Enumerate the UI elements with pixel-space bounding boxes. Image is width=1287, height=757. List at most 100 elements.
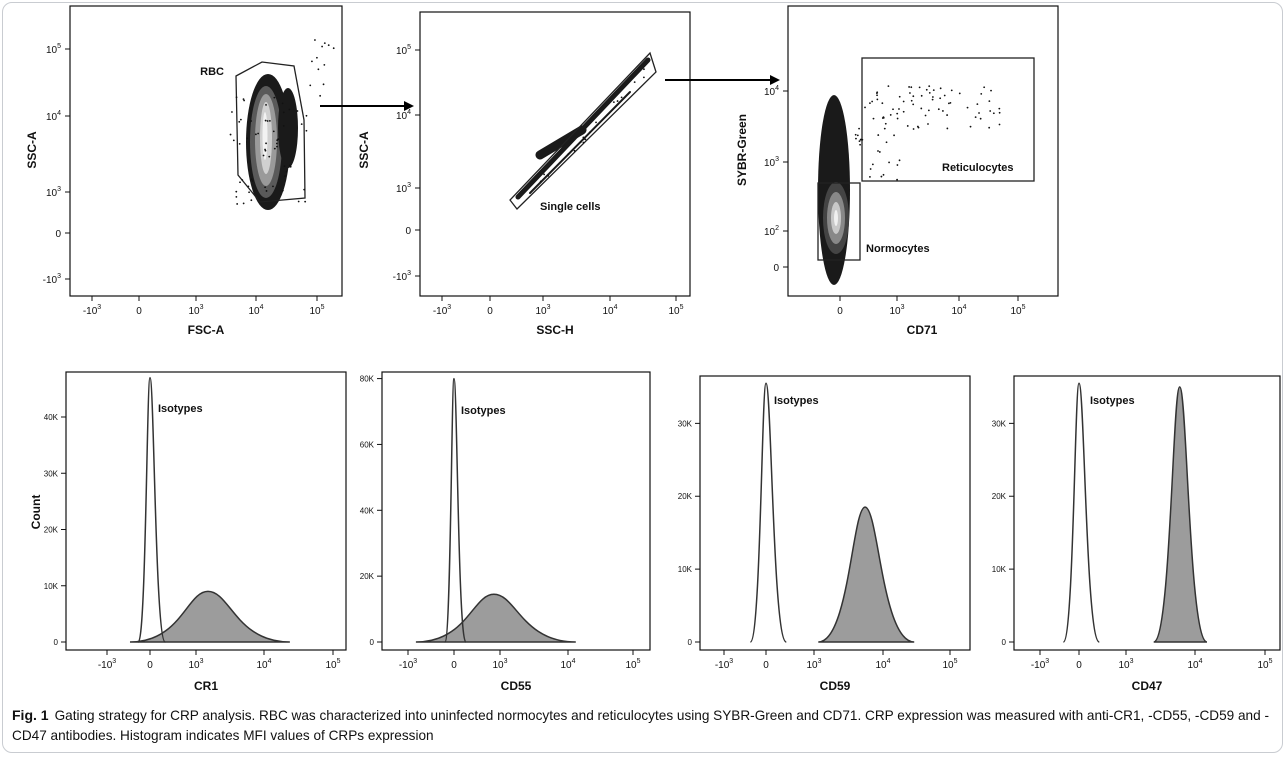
event-dot: [888, 161, 890, 164]
xlabel-fsc-a: FSC-A: [188, 323, 225, 337]
y-tick-label: 0: [688, 638, 693, 647]
ylabel-sybr-green: SYBR-Green: [735, 114, 749, 186]
ylabel-ssc-a: SSC-A: [357, 131, 371, 169]
event-dot: [543, 173, 546, 176]
event-dot: [861, 138, 864, 141]
plot-frames: [65, 5, 1281, 651]
y-tick-label: 40K: [44, 413, 59, 422]
x-tick-label: 104: [602, 304, 617, 317]
xlabel-cd47: CD47: [1132, 679, 1163, 693]
plot-frame-cd71-sybr: [787, 5, 1059, 297]
event-dot: [892, 108, 894, 111]
event-dot: [931, 98, 934, 101]
gate-label-reticulocytes: Reticulocytes: [942, 162, 1014, 174]
x-tick-label: 105: [325, 658, 340, 671]
x-tick-label: 0: [451, 660, 457, 671]
event-dot: [616, 100, 619, 102]
event-dot: [898, 159, 901, 162]
event-dot: [303, 188, 306, 191]
plot-frame-cd59: [699, 375, 971, 651]
labels: FSC-A SSC-A RBC SSC-H SSC-A Single cells…: [25, 66, 1163, 693]
event-dot: [876, 91, 879, 94]
event-dot: [908, 86, 910, 88]
event-dot: [250, 178, 253, 181]
event-dot: [239, 181, 241, 184]
x-tick-label: 0: [1076, 660, 1082, 671]
x-tick-label: 104: [256, 658, 271, 671]
event-dot: [264, 148, 266, 151]
event-dot: [855, 137, 857, 140]
event-dot: [327, 44, 330, 47]
event-dot: [262, 154, 265, 157]
population-normocytes: [818, 95, 850, 285]
event-dot: [946, 114, 949, 116]
event-dot: [273, 96, 276, 99]
x-tick-label: 103: [889, 304, 904, 317]
event-dot: [305, 114, 308, 117]
event-dot: [958, 92, 961, 95]
event-dot: [264, 119, 267, 122]
y-tick-label: 20K: [678, 492, 693, 501]
event-dot: [858, 127, 860, 130]
y-tick-label: 30K: [44, 469, 59, 478]
event-dot: [856, 134, 859, 137]
event-dot: [573, 149, 576, 152]
event-dot: [969, 125, 972, 128]
event-dot: [896, 117, 899, 120]
population-rbc: [246, 74, 298, 210]
x-tick-label: 103: [1118, 658, 1133, 671]
event-dot: [910, 86, 913, 89]
event-dot: [265, 142, 267, 145]
event-dot: [300, 123, 303, 125]
event-dot: [235, 96, 238, 99]
event-dot: [882, 116, 885, 119]
event-dot: [869, 102, 871, 105]
event-dot: [268, 119, 271, 122]
event-dot: [898, 95, 901, 98]
annotation-isotypes: Isotypes: [1090, 395, 1135, 407]
event-dot: [238, 142, 241, 145]
event-dot: [281, 189, 284, 192]
event-dot: [887, 85, 890, 88]
event-dot: [976, 103, 979, 106]
event-dot: [949, 102, 952, 104]
stained-histogram: [818, 506, 915, 643]
isotype-histogram: [1062, 382, 1100, 643]
event-dot: [304, 200, 307, 203]
event-dot: [584, 138, 587, 141]
event-dot: [314, 39, 316, 41]
event-dot: [235, 195, 238, 198]
event-dot: [927, 123, 929, 125]
event-dot: [275, 142, 278, 145]
x-tick-label: -103: [1031, 658, 1049, 671]
event-dot: [319, 94, 322, 97]
event-dot: [877, 150, 879, 152]
event-dot: [871, 163, 874, 166]
event-dot: [928, 91, 931, 94]
x-tick-label: 0: [136, 306, 142, 317]
event-dot: [910, 99, 913, 102]
event-dot: [909, 92, 911, 94]
y-tick-label: 104: [396, 109, 411, 122]
event-dot: [920, 94, 923, 97]
event-dot: [642, 76, 645, 79]
event-dot: [235, 190, 238, 193]
annotation-isotypes: Isotypes: [774, 395, 819, 407]
plot-frame-ssch-ssca: [419, 11, 691, 297]
event-dot: [281, 102, 284, 105]
event-dot: [881, 102, 884, 105]
event-dot: [859, 138, 862, 141]
event-dot: [254, 133, 257, 136]
x-tick-label: 105: [1010, 304, 1025, 317]
event-dot: [283, 175, 286, 177]
event-dot: [321, 45, 324, 48]
event-dot: [643, 68, 645, 71]
xlabel-cr1: CR1: [194, 679, 218, 693]
event-dot: [920, 107, 923, 110]
y-tick-label: 80K: [360, 375, 375, 384]
event-dot: [296, 110, 299, 112]
event-dot: [273, 147, 276, 150]
y-tick-label: -103: [43, 273, 61, 286]
event-dot: [317, 68, 320, 71]
event-dot: [896, 112, 899, 115]
